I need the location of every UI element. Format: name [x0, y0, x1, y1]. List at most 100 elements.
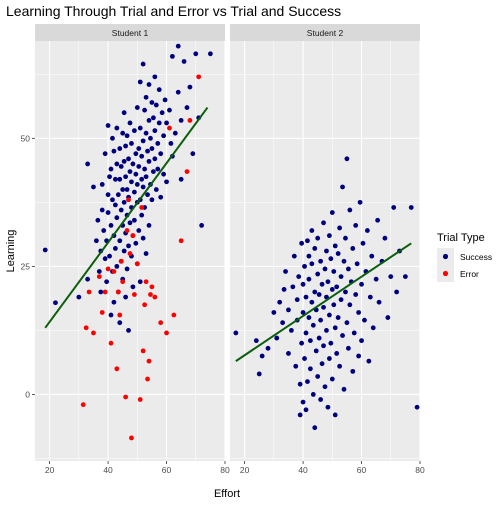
data-point-success	[139, 212, 145, 218]
data-point-success	[271, 310, 277, 315]
data-point-success	[105, 123, 111, 128]
data-point-success	[143, 251, 149, 256]
data-point-success	[130, 284, 136, 290]
data-point-success	[306, 315, 312, 320]
data-point-success	[303, 294, 309, 300]
data-point-success	[136, 228, 142, 233]
data-point-success	[347, 302, 353, 308]
data-point-success	[319, 281, 325, 287]
data-point-success	[118, 164, 124, 169]
data-point-success	[121, 199, 127, 205]
data-point-success	[124, 187, 130, 192]
data-point-success	[118, 207, 124, 213]
data-point-success	[123, 143, 129, 149]
data-point-success	[133, 240, 139, 246]
data-point-success	[146, 222, 152, 228]
data-point-success	[85, 161, 91, 167]
data-point-success	[338, 274, 344, 280]
data-point-error	[123, 394, 129, 400]
data-point-success	[156, 120, 162, 126]
data-point-success	[316, 292, 322, 297]
data-point-success	[134, 105, 140, 110]
data-point-success	[318, 317, 324, 323]
data-point-error	[131, 292, 137, 297]
data-point-success	[283, 269, 288, 274]
data-point-success	[114, 263, 120, 269]
fit-line	[235, 242, 412, 362]
data-point-success	[162, 97, 168, 103]
data-point-error	[129, 435, 134, 441]
data-point-success	[353, 222, 359, 228]
data-point-success	[347, 207, 353, 213]
data-point-success	[322, 266, 328, 272]
data-point-error	[143, 279, 149, 285]
data-point-success	[324, 327, 329, 333]
data-point-success	[110, 197, 115, 203]
data-point-error	[137, 397, 143, 402]
data-point-success	[127, 120, 133, 126]
data-point-success	[312, 246, 318, 251]
data-point-success	[340, 333, 345, 338]
data-point-error	[184, 169, 190, 175]
data-point-success	[140, 138, 146, 144]
data-point-error	[146, 358, 152, 364]
data-point-success	[99, 182, 105, 187]
data-point-success	[375, 217, 381, 223]
data-point-success	[152, 156, 158, 162]
data-point-success	[303, 407, 309, 413]
data-point-success	[286, 307, 291, 313]
data-point-error	[127, 251, 133, 256]
data-point-success	[152, 74, 158, 80]
data-point-success	[127, 220, 133, 226]
data-point-success	[112, 176, 118, 182]
data-point-success	[181, 59, 187, 64]
data-point-success	[120, 130, 126, 136]
strip-label-1: Student 1	[112, 28, 149, 38]
data-point-success	[91, 184, 96, 190]
data-point-success	[321, 343, 326, 349]
data-point-success	[130, 161, 136, 167]
data-point-success	[121, 248, 127, 254]
data-point-success	[332, 325, 338, 331]
marks-panel-1	[42, 43, 213, 441]
data-point-success	[169, 53, 175, 59]
data-point-success	[341, 386, 347, 392]
data-point-success	[388, 274, 394, 280]
data-point-error	[111, 269, 117, 274]
data-point-success	[164, 120, 169, 126]
data-point-error	[86, 289, 92, 295]
data-point-success	[315, 374, 321, 379]
data-point-success	[300, 310, 306, 315]
data-point-success	[102, 151, 108, 157]
data-point-success	[321, 304, 326, 310]
x-axis-label: Effort	[214, 488, 240, 500]
data-point-success	[148, 135, 153, 141]
data-point-success	[95, 217, 101, 223]
data-point-success	[382, 235, 388, 241]
data-point-success	[297, 412, 303, 418]
data-point-success	[297, 381, 303, 387]
y-axis: 0 25 50	[21, 133, 35, 399]
data-point-success	[146, 158, 152, 164]
data-point-success	[129, 179, 134, 185]
data-point-success	[134, 182, 140, 187]
data-point-success	[131, 217, 137, 223]
data-point-success	[369, 253, 375, 259]
data-point-success	[143, 94, 149, 100]
data-point-success	[305, 379, 310, 385]
data-point-success	[137, 125, 143, 131]
data-point-success	[366, 358, 372, 364]
data-point-success	[277, 299, 283, 305]
data-point-success	[115, 192, 121, 198]
data-point-success	[76, 294, 82, 300]
data-point-success	[280, 320, 286, 326]
data-point-success	[143, 130, 149, 136]
data-point-success	[362, 317, 367, 323]
data-point-success	[146, 117, 152, 123]
data-point-success	[193, 51, 199, 57]
y-tick-label: 25	[21, 261, 31, 271]
data-point-success	[324, 248, 329, 254]
data-point-success	[155, 166, 161, 172]
data-point-error	[105, 266, 111, 272]
data-point-success	[293, 363, 299, 369]
